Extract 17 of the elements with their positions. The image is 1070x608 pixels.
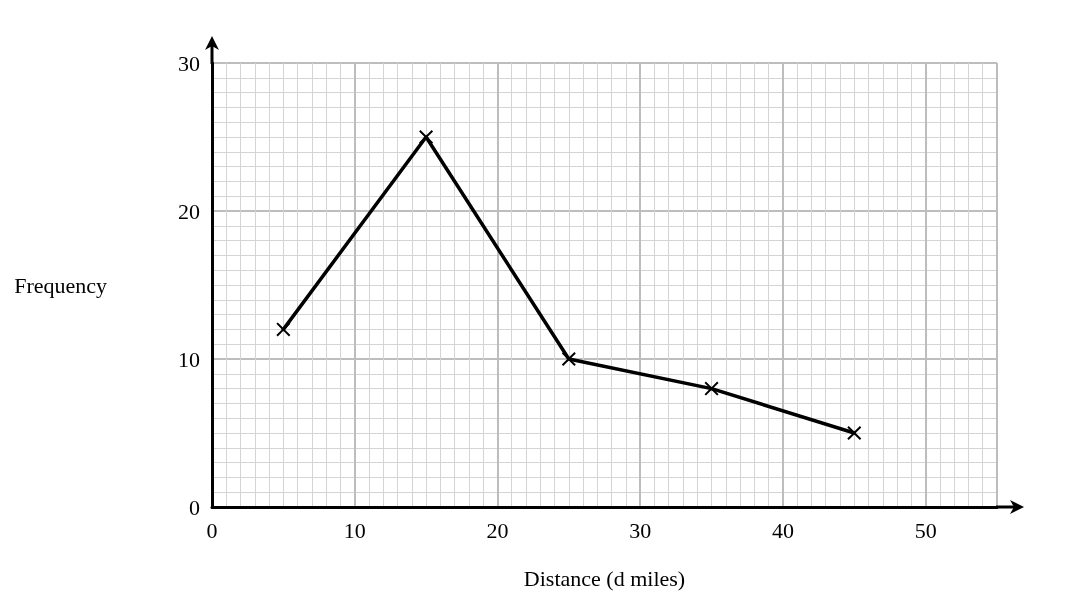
point [847, 426, 862, 440]
y-tick-label: 0 [189, 494, 200, 520]
x-tick-label: 10 [343, 517, 366, 543]
x-tick-label: 40 [771, 517, 794, 543]
y-tick-label: 30 [178, 50, 200, 76]
x-tick-label: 30 [629, 517, 652, 543]
y-tick-label: 10 [178, 346, 200, 372]
x-tick-label: 20 [486, 517, 509, 543]
x-tick-label: 0 [206, 517, 218, 543]
point [704, 381, 719, 396]
x-tick-label: 50 [914, 517, 937, 543]
y-tick-label: 20 [178, 198, 200, 224]
point [276, 322, 291, 337]
x-axis-title: Distance (d miles) [523, 565, 686, 591]
y-axis-title: Frequency [14, 272, 107, 298]
point [561, 352, 576, 366]
point [419, 130, 434, 144]
